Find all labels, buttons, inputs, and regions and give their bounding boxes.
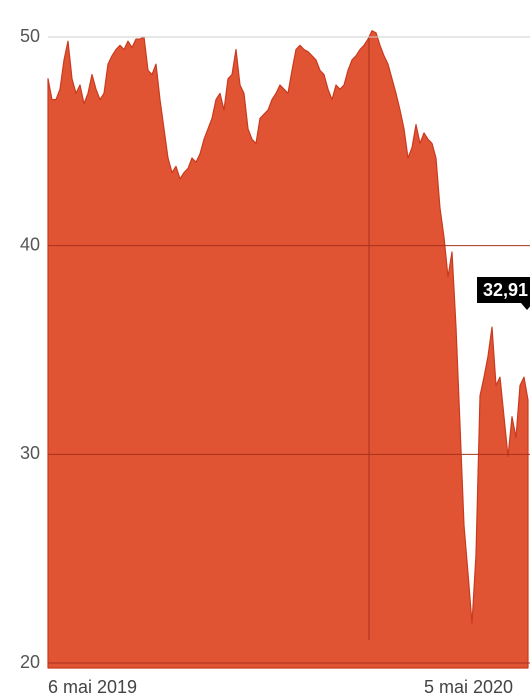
tooltip-label: 32,91 — [483, 280, 528, 300]
y-tick-label: 30 — [20, 443, 40, 463]
x-tick-label: 5 mai 2020 — [424, 677, 513, 697]
y-tick-label: 50 — [20, 26, 40, 46]
tooltip: 32,91 — [477, 277, 530, 310]
tooltip-pointer — [521, 303, 530, 310]
x-tick-label: 6 mai 2019 — [48, 677, 137, 697]
area — [47, 30, 529, 669]
tooltip-box — [477, 277, 530, 303]
y-tick-label: 40 — [20, 234, 40, 254]
y-tick-label: 20 — [20, 652, 40, 672]
